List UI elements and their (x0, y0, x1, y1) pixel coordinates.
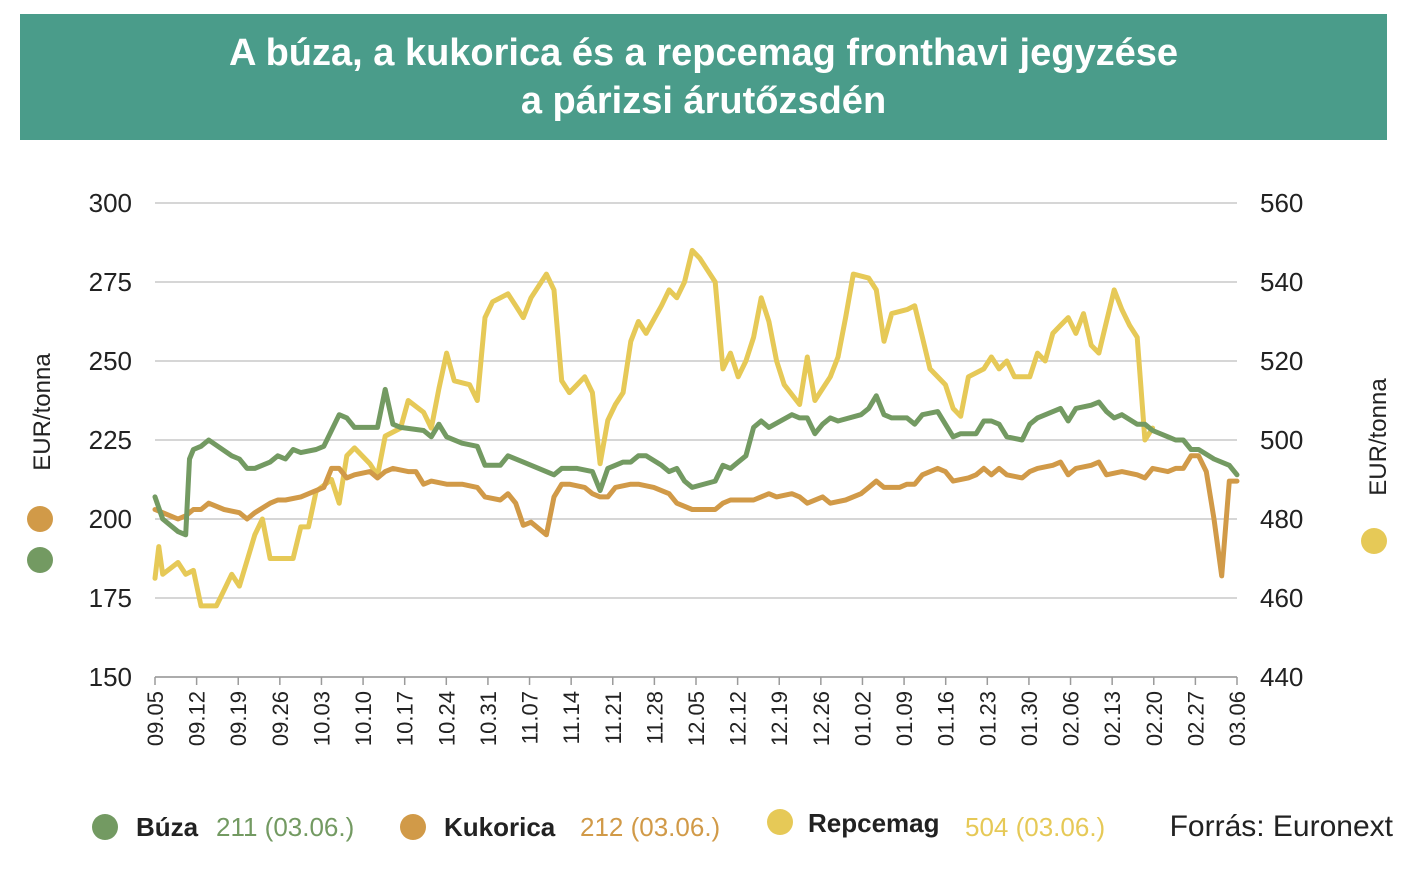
left-tick-label: 175 (89, 583, 132, 613)
legend-kukorica-value: 212 (03.06.) (580, 812, 720, 842)
x-tick-label: 10.24 (434, 691, 459, 746)
x-tick-label: 02.20 (1142, 691, 1167, 746)
x-tick-label: 10.17 (393, 691, 418, 746)
right-tick-label: 560 (1260, 188, 1303, 218)
x-tick-label: 10.10 (351, 691, 376, 746)
x-tick-label: 01.02 (850, 691, 875, 746)
x-tick-label: 09.26 (268, 691, 293, 746)
x-tick-label: 09.19 (226, 691, 251, 746)
left-tick-label: 250 (89, 346, 132, 376)
left-axis-kukorica-marker (27, 506, 53, 532)
left-axis-ticks: 300 275 250 225 200 175 150 (89, 188, 132, 692)
left-axis-label: EUR/tonna (29, 353, 56, 471)
x-tick-label: 12.12 (726, 691, 751, 746)
title-banner: A búza, a kukorica és a repcemag frontha… (20, 14, 1387, 140)
legend-repcemag-name: Repcemag (808, 808, 940, 838)
legend-buza-name: Búza (136, 812, 199, 842)
x-tick-label: 01.16 (934, 691, 959, 746)
x-tick-label: 10.03 (309, 691, 334, 746)
legend-repcemag-marker (767, 809, 793, 835)
legend-buza-value: 211 (03.06.) (216, 812, 354, 842)
legend-repcemag-value: 504 (03.06.) (965, 812, 1105, 842)
right-tick-label: 500 (1260, 425, 1303, 455)
right-tick-label: 540 (1260, 267, 1303, 297)
series-line-buza (152, 386, 1240, 538)
x-tick-label: 02.13 (1100, 691, 1125, 746)
series-line-repcemag (152, 247, 1156, 609)
source-note: Forrás: Euronext (1170, 810, 1394, 843)
x-tick-label: 11.07 (518, 691, 543, 744)
legend-kukorica-marker (400, 814, 426, 840)
right-tick-label: 460 (1260, 583, 1303, 613)
right-axis-label: EUR/tonna (1365, 378, 1392, 496)
legend-item-buza: Búza 211 (03.06.) (92, 812, 354, 842)
x-axis-ticks: 09.05 09.12 09.19 09.26 10.03 10.10 10.17 10.24… (143, 677, 1250, 746)
x-tick-label: 01.30 (1017, 691, 1042, 746)
x-tick-label: 03.06 (1225, 691, 1250, 746)
x-tick-label: 11.21 (601, 691, 626, 744)
right-tick-label: 520 (1260, 346, 1303, 376)
legend-item-repcemag: Repcemag 504 (03.06.) (767, 808, 1105, 842)
x-tick-label: 02.27 (1183, 691, 1208, 746)
left-tick-label: 225 (89, 425, 132, 455)
left-tick-label: 200 (89, 504, 132, 534)
right-axis-ticks: 560 540 520 500 480 460 440 (1260, 188, 1303, 692)
left-tick-label: 275 (89, 267, 132, 297)
x-tick-label: 12.19 (767, 691, 792, 746)
legend-item-kukorica: Kukorica 212 (03.06.) (400, 812, 720, 842)
right-axis-repcemag-marker (1361, 528, 1387, 554)
right-tick-label: 440 (1260, 662, 1303, 692)
x-tick-label: 12.26 (809, 691, 834, 746)
x-tick-label: 02.06 (1059, 691, 1084, 746)
legend-kukorica-name: Kukorica (444, 812, 556, 842)
x-tick-label: 11.14 (559, 691, 584, 744)
legend: Búza 211 (03.06.) Kukorica 212 (03.06.) … (92, 808, 1105, 842)
title-line-2: a párizsi árutőzsdén (520, 80, 887, 122)
x-tick-label: 09.05 (143, 691, 168, 746)
x-tick-label: 01.09 (892, 691, 917, 746)
x-tick-label: 10.31 (476, 691, 501, 746)
x-tick-label: 01.23 (975, 691, 1000, 746)
right-tick-label: 480 (1260, 504, 1303, 534)
series-line-kukorica (152, 453, 1240, 579)
x-tick-label: 09.12 (185, 691, 210, 746)
legend-buza-marker (92, 814, 118, 840)
x-tick-label: 12.05 (684, 691, 709, 746)
left-axis-buza-marker (27, 547, 53, 573)
title-line-1: A búza, a kukorica és a repcemag frontha… (229, 32, 1178, 74)
series-lines (152, 247, 1240, 609)
x-tick-label: 11.28 (642, 691, 667, 744)
left-tick-label: 150 (89, 662, 132, 692)
grid (155, 202, 1237, 678)
left-tick-label: 300 (89, 188, 132, 218)
